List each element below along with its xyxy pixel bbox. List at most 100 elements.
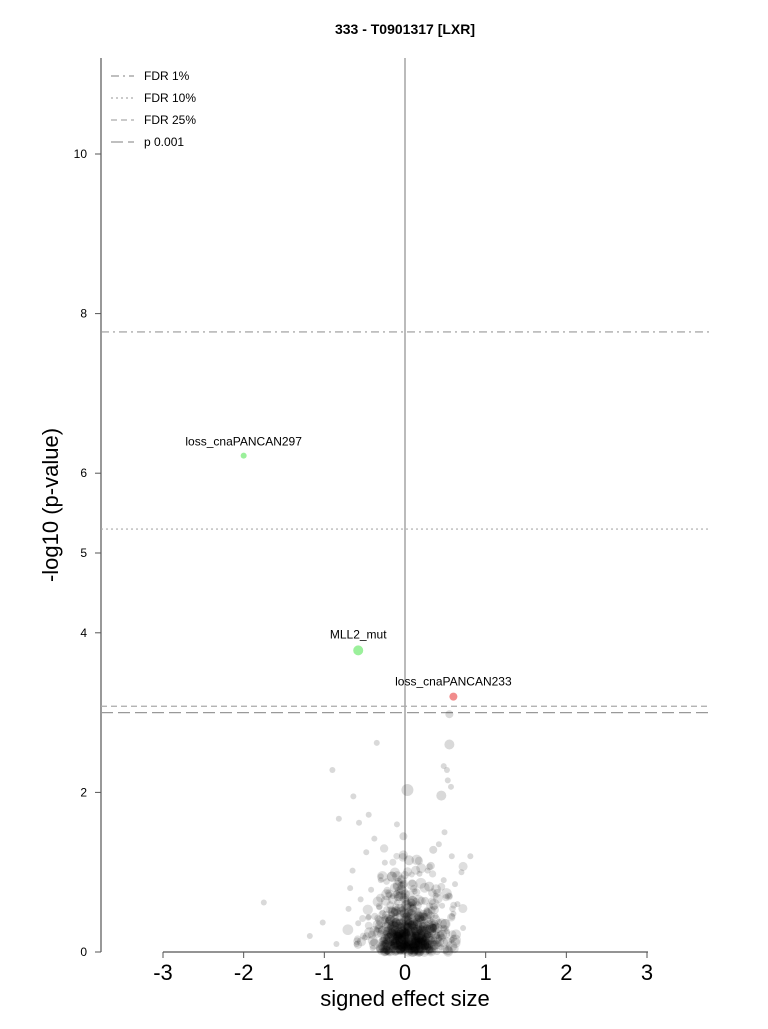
data-point [389,943,399,953]
data-point [427,935,436,944]
data-point [412,918,423,929]
data-point [410,933,422,945]
data-point [376,945,385,953]
data-point [406,929,414,936]
data-point [394,933,402,940]
highlighted-point-0[interactable] [240,452,247,459]
data-point [418,916,425,924]
highlighted-point-1[interactable] [353,645,364,656]
data-point [392,903,400,911]
data-point [410,937,421,948]
data-point [432,893,443,904]
data-point [391,945,400,955]
data-point [400,936,409,946]
data-point [397,874,407,885]
data-point [393,894,401,901]
data-point [379,945,391,956]
data-point [396,948,404,956]
data-point [388,940,400,951]
data-point [407,938,415,946]
data-point [306,933,313,940]
data-point [393,919,404,930]
data-point [390,936,399,945]
data-point [391,929,401,938]
data-point [430,933,442,945]
data-point [382,921,390,929]
data-point [405,913,413,922]
data-point [435,934,443,942]
data-point [407,946,419,957]
data-point [319,919,326,926]
data-point [406,921,417,932]
data-point [371,835,378,842]
data-point [435,918,442,925]
data-point [410,926,418,934]
data-point [427,906,436,915]
data-point [430,919,439,927]
data-point [395,928,405,938]
data-point [362,932,371,941]
data-point [458,869,465,876]
data-point [412,943,420,951]
data-point [357,896,364,903]
data-point [416,936,425,945]
data-point [433,947,441,956]
data-point [353,940,363,949]
data-point [386,935,398,946]
data-point [386,906,394,914]
data-point [403,916,413,926]
data-point [382,939,391,947]
data-point [380,895,391,906]
data-point [390,938,401,949]
data-point [390,927,398,935]
highlighted-point-2[interactable] [449,692,458,701]
data-point [410,907,421,918]
data-point [420,940,430,950]
data-point [384,936,395,947]
data-point [438,937,449,948]
data-point [386,871,398,883]
data-point [388,937,397,945]
data-point [365,914,372,921]
data-point [396,925,407,935]
data-point [418,939,426,947]
data-point [396,942,404,950]
data-point [397,934,409,945]
data-point [420,912,429,921]
data-point [414,908,424,917]
data-point [423,939,430,946]
data-point [380,939,389,947]
data-point [387,916,398,927]
data-point [407,946,414,953]
data-point [402,929,411,938]
data-point [396,926,408,938]
data-point [397,882,405,890]
data-point [437,882,446,891]
data-point [407,946,415,955]
x-tick-label: 1 [480,960,492,985]
data-point [389,938,398,947]
data-point [425,863,433,871]
data-point [407,946,419,957]
data-point [421,943,430,951]
data-point [377,940,388,952]
data-point [408,938,419,949]
data-point [395,934,405,944]
data-point [443,928,450,935]
data-point [448,937,455,944]
data-point [393,921,401,929]
data-point [384,916,394,926]
data-point [384,945,396,957]
data-point [391,906,402,917]
data-point [420,942,431,953]
y-axis-ticks: 0 2 4 5 6 8 10 [74,147,101,959]
data-point [417,924,427,935]
data-point [404,939,412,947]
data-point [379,909,386,916]
data-point [402,935,411,943]
legend-label-3: p 0.001 [144,135,184,149]
data-point [406,939,414,947]
data-point [426,861,435,870]
data-point [388,946,396,953]
data-point [400,927,410,938]
